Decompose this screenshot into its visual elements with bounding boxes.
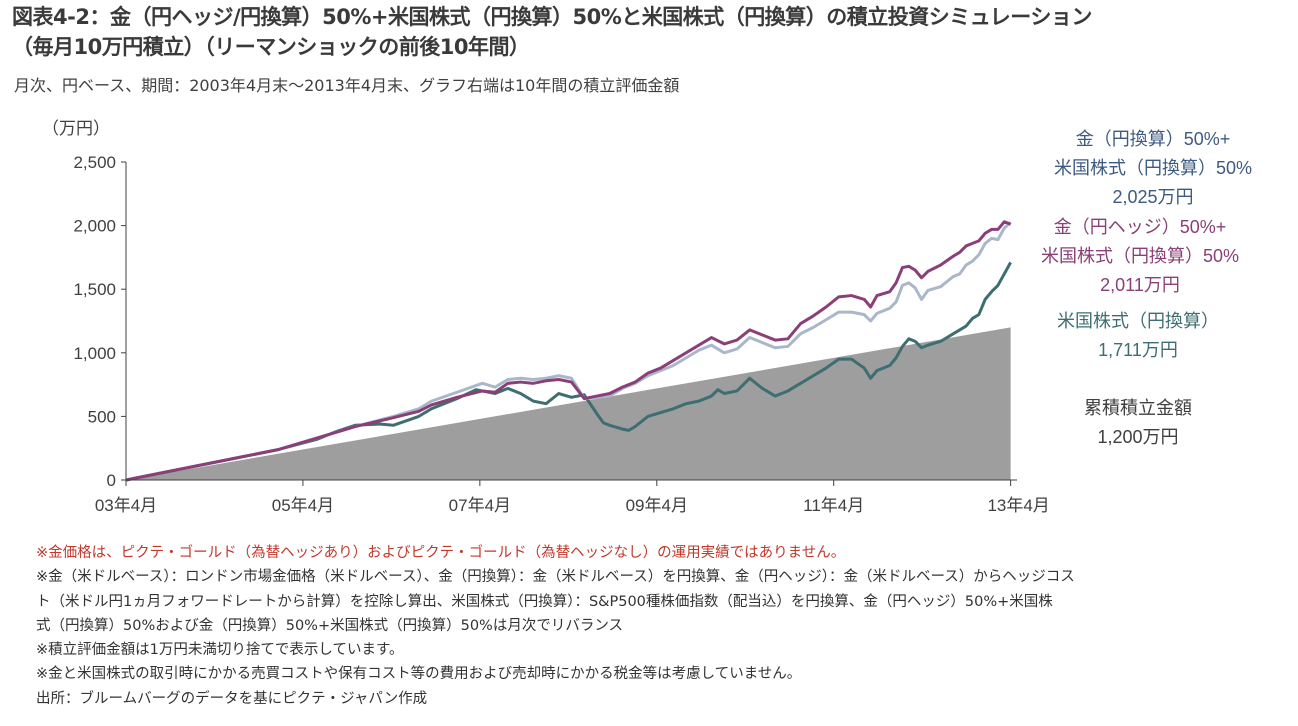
label-gold-hedge-mix-line: 2,011万円 — [1100, 275, 1180, 295]
label-gold-yen-mix-line: 米国株式（円換算）50% — [1054, 158, 1252, 178]
y-tick-label: 0 — [107, 471, 116, 490]
chart: （万円） 0 500 1,000 1,500 2,000 2,500 03年4月 05年4月 07… — [42, 119, 1252, 515]
note-line-7: 出所：ブルームバーグのデータを基にピクテ・ジャパン作成 — [36, 690, 428, 707]
x-tick-label: 11年4月 — [803, 496, 864, 515]
y-tick-label: 2,000 — [73, 217, 116, 236]
label-cumulative-line: 1,200万円 — [1097, 427, 1178, 447]
y-tick-label: 1,500 — [73, 280, 116, 299]
label-gold-hedge-mix-line: 米国株式（円換算）50% — [1041, 246, 1239, 266]
note-line-1: ※金価格は、ピクテ・ゴールド（為替ヘッジあり）およびピクテ・ゴールド（為替ヘッジ… — [36, 545, 846, 561]
note-line-3: ト（米ドル円1ヵ月フォワードレートから計算）を控除し算出、米国株式（円換算）：S… — [36, 593, 1053, 610]
y-tick-label: 500 — [88, 407, 116, 426]
label-us-stock-line: 米国株式（円換算） — [1057, 311, 1219, 331]
x-tick-label: 09年4月 — [626, 496, 688, 515]
note-line-5: ※積立評価金額は1万円未満切り捨てで表示しています。 — [36, 642, 404, 659]
page-title: 図表4-2：金（円ヘッジ/円換算）50%+米国株式（円換算）50%と米国株式（円… — [12, 2, 1292, 62]
label-gold-yen-mix-line: 2,025万円 — [1112, 187, 1193, 207]
x-tick-label: 05年4月 — [272, 496, 334, 515]
x-tick-label: 07年4月 — [449, 496, 511, 515]
x-tick-label: 03年4月 — [95, 496, 157, 515]
x-tick-label: 13年4月 — [987, 496, 1049, 515]
label-gold-hedge-mix-line: 金（円ヘッジ）50%+ — [1054, 217, 1227, 237]
label-cumulative-line: 累積積立金額 — [1084, 398, 1192, 418]
y-tick-label: 2,500 — [73, 153, 116, 172]
note-line-4: 式（円換算）50%および金（円換算）50%+米国株式（円換算）50%は月次でリバ… — [36, 617, 624, 634]
title-line-2: （毎月10万円積立）（リーマンショックの前後10年間） — [12, 35, 530, 59]
y-tick-label: 1,000 — [73, 344, 116, 363]
series-line-gold-yen-mix — [125, 221, 1012, 482]
series-line-us-stock — [125, 261, 1012, 482]
footnotes: ※金価格は、ピクテ・ゴールド（為替ヘッジあり）およびピクテ・ゴールド（為替ヘッジ… — [36, 541, 1276, 711]
series-line-gold-hedge-mix — [125, 220, 1012, 482]
y-unit-label: （万円） — [42, 119, 110, 138]
title-line-1: 図表4-2：金（円ヘッジ/円換算）50%+米国株式（円換算）50%と米国株式（円… — [12, 5, 1092, 29]
series-area-cumulative — [126, 327, 1011, 480]
subtitle: 月次、円ベース、期間：2003年4月末～2013年4月末、グラフ右端は10年間の… — [14, 76, 680, 95]
label-us-stock-line: 1,711万円 — [1098, 340, 1178, 360]
label-gold-yen-mix-line: 金（円換算）50%+ — [1076, 129, 1231, 149]
note-line-2: ※金（米ドルベース）：ロンドン市場金価格（米ドルベース）、金（円換算）：金（米ド… — [36, 569, 1075, 586]
note-line-6: ※金と米国株式の取引時にかかる売買コストや保有コスト等の費用および売却時にかかる… — [36, 666, 802, 683]
